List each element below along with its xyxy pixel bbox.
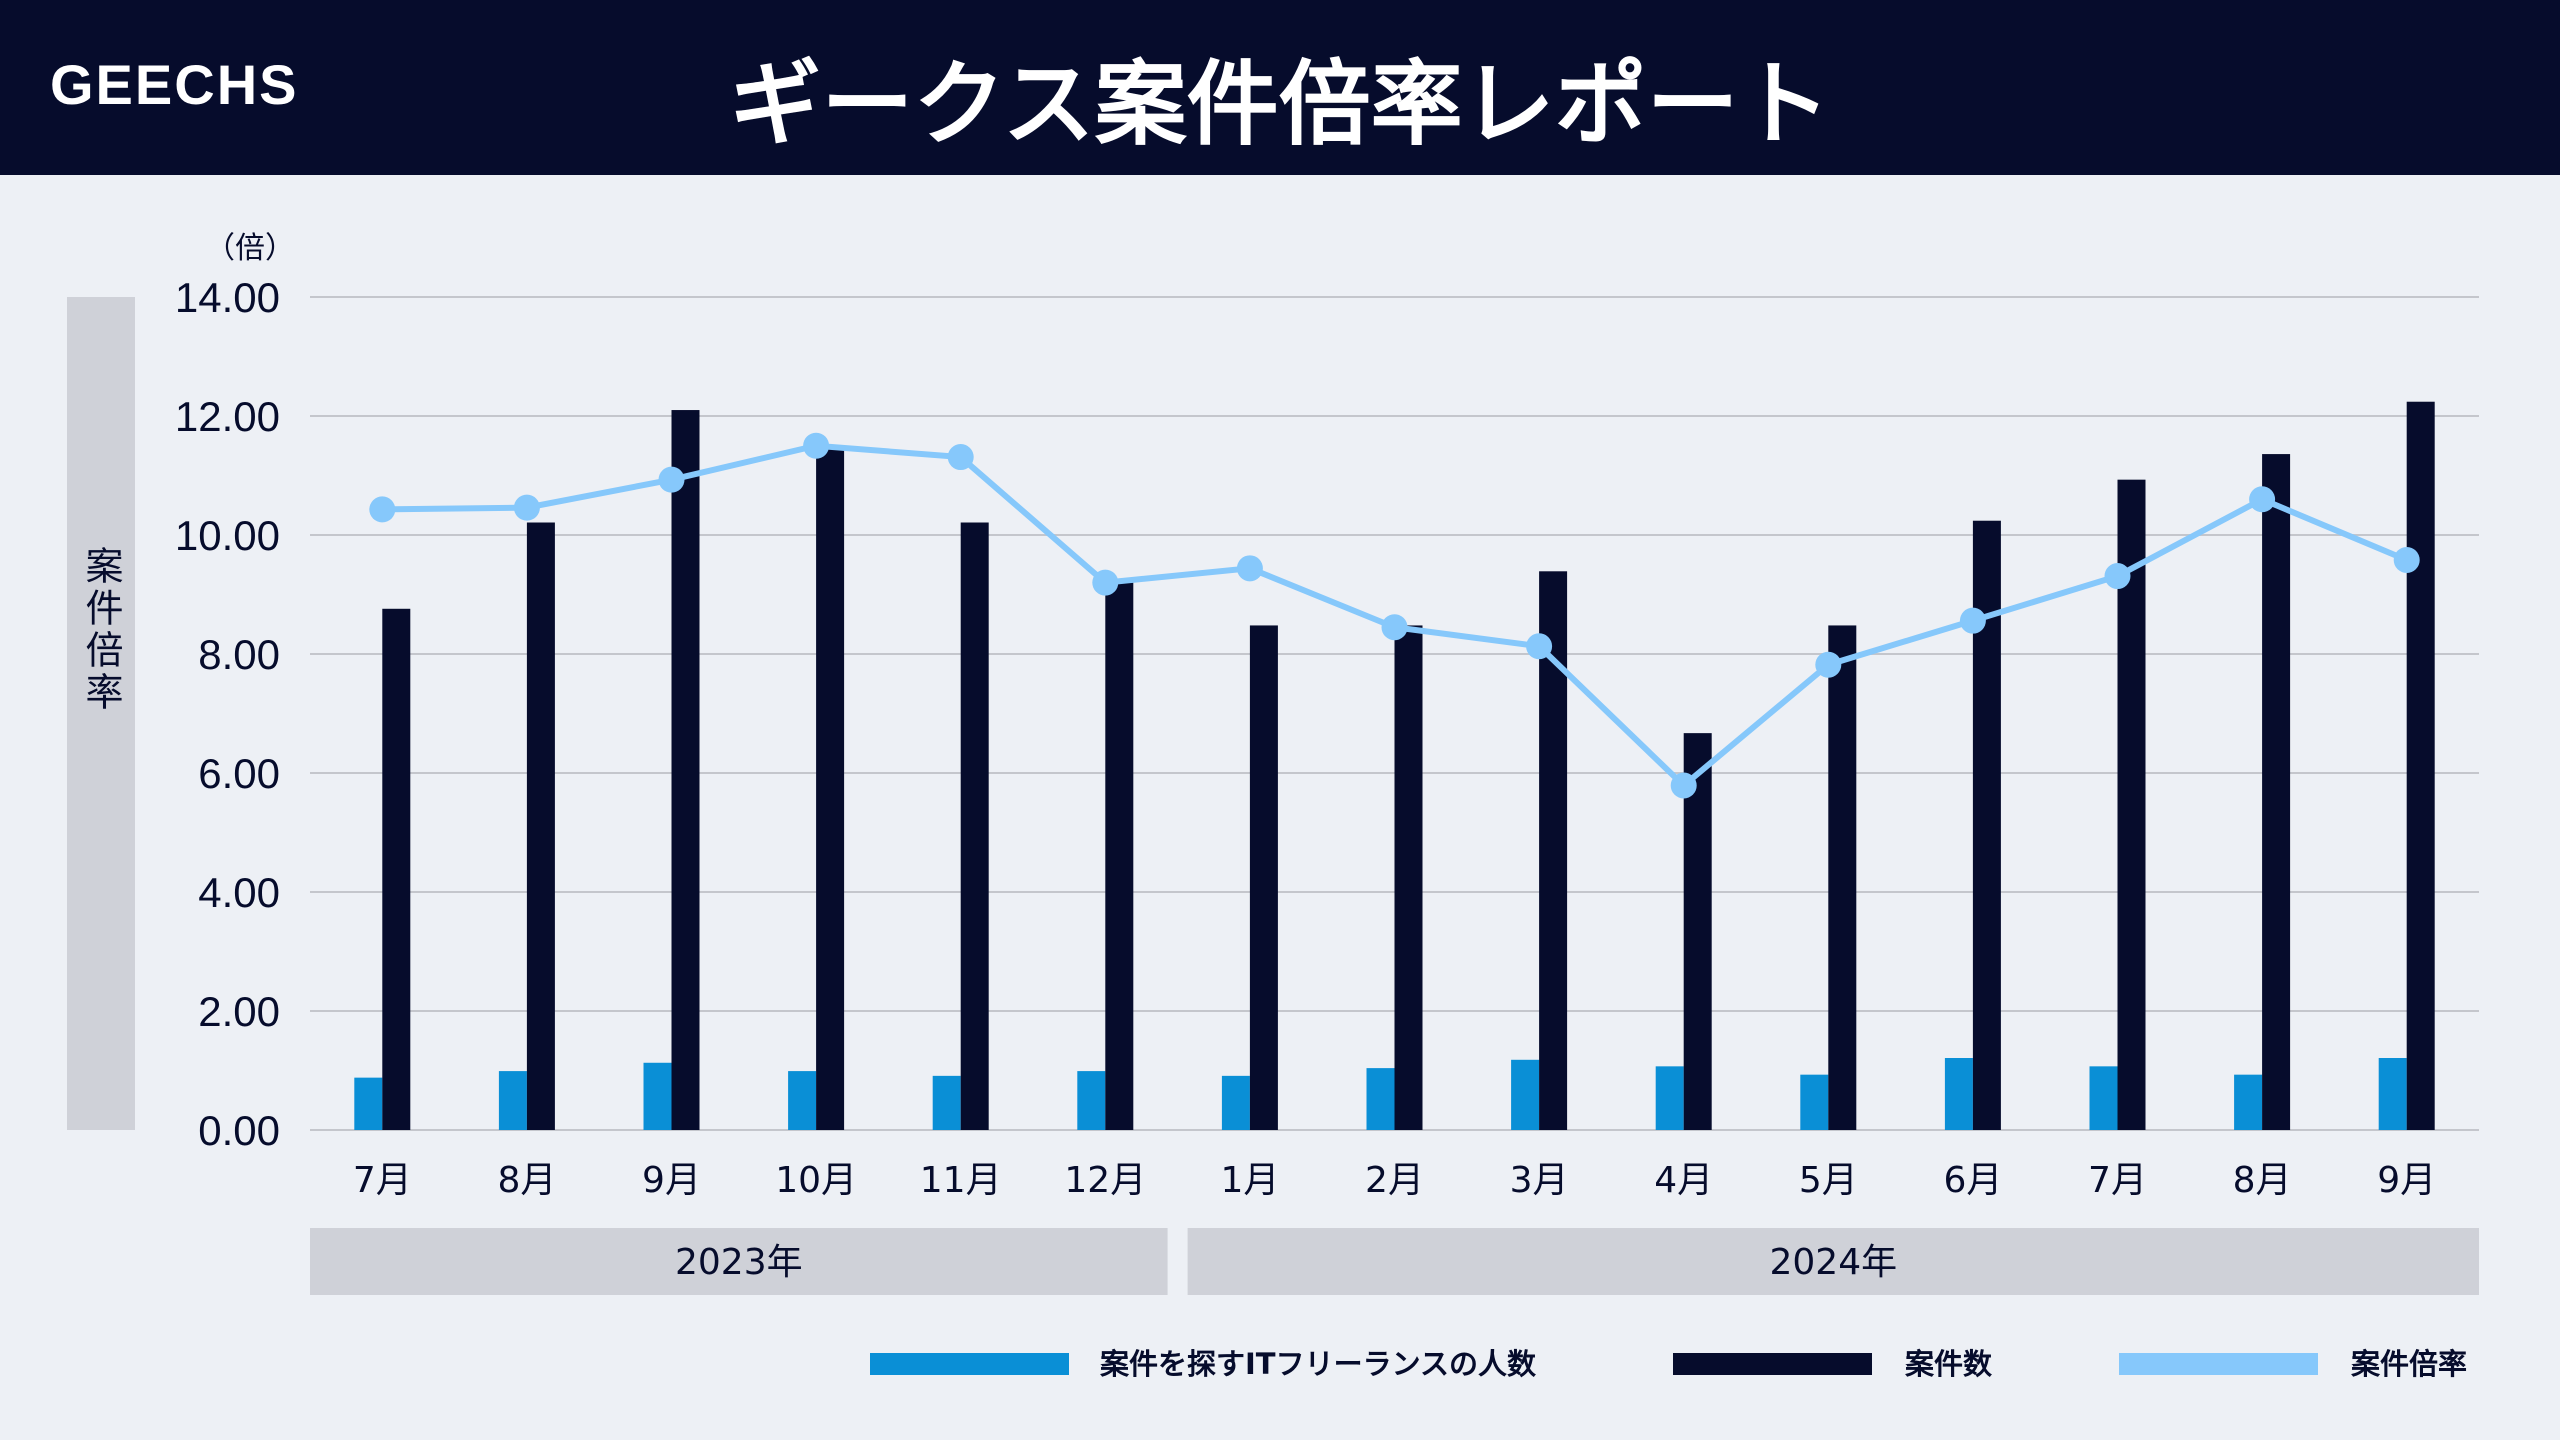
ratio-point bbox=[2249, 486, 2276, 513]
x-tick-label: 12月 bbox=[1064, 1160, 1146, 1201]
cases-bar bbox=[1394, 625, 1423, 1130]
ratio-point bbox=[947, 444, 974, 471]
cases-bar bbox=[1105, 582, 1134, 1130]
people-bar bbox=[1077, 1071, 1106, 1130]
x-tick-label: 8月 bbox=[2233, 1160, 2292, 1201]
y-tick-label: 0.00 bbox=[198, 1107, 280, 1154]
x-tick-label: 3月 bbox=[1510, 1160, 1569, 1201]
x-tick-label: 4月 bbox=[1654, 1160, 1713, 1201]
x-tick-label: 8月 bbox=[497, 1160, 556, 1201]
cases-bar bbox=[1683, 733, 1712, 1130]
people-bar bbox=[498, 1071, 527, 1130]
y-tick-label: 14.00 bbox=[175, 274, 280, 321]
x-tick-label: 11月 bbox=[920, 1160, 1002, 1201]
y-tick-label: 8.00 bbox=[198, 631, 280, 678]
cases-bar bbox=[960, 522, 989, 1130]
year-group-label: 2023年 bbox=[675, 1242, 803, 1283]
people-bar bbox=[2089, 1066, 2118, 1130]
x-tick-label: 5月 bbox=[1799, 1160, 1858, 1201]
people-bar bbox=[1944, 1058, 1973, 1130]
x-tick-label: 2月 bbox=[1365, 1160, 1424, 1201]
cases-bar bbox=[2262, 454, 2291, 1131]
ratio-point bbox=[1959, 607, 1986, 634]
legend-swatch bbox=[1673, 1353, 1872, 1375]
cases-bar bbox=[1828, 625, 1857, 1130]
ratio-point bbox=[1815, 651, 1842, 678]
cases-bar bbox=[1539, 571, 1568, 1130]
legend-swatch bbox=[2119, 1353, 2318, 1375]
people-bar bbox=[1655, 1066, 1684, 1130]
people-bar bbox=[2234, 1074, 2263, 1130]
people-bar bbox=[1366, 1068, 1395, 1130]
x-tick-label: 10月 bbox=[775, 1160, 857, 1201]
year-group-label: 2024年 bbox=[1769, 1242, 1897, 1283]
people-bar bbox=[788, 1071, 817, 1130]
y-tick-label: 10.00 bbox=[175, 512, 280, 559]
y-axis-label-box bbox=[67, 297, 135, 1130]
cases-bar bbox=[382, 608, 411, 1130]
geechs-logo: GEECHS bbox=[50, 53, 299, 116]
ratio-point bbox=[369, 496, 396, 523]
ratio-point bbox=[1526, 633, 1553, 660]
x-tick-label: 9月 bbox=[642, 1160, 701, 1201]
x-tick-label: 7月 bbox=[2088, 1160, 2147, 1201]
ratio-point bbox=[658, 466, 685, 493]
y-axis-label: 案件倍率 bbox=[79, 546, 123, 714]
ratio-point bbox=[2104, 563, 2131, 590]
ratio-point bbox=[513, 494, 540, 521]
people-bar bbox=[932, 1075, 961, 1130]
cases-bar bbox=[2406, 401, 2435, 1131]
y-axis-unit: （倍） bbox=[205, 231, 295, 266]
y-tick-label: 12.00 bbox=[175, 393, 280, 440]
people-bar bbox=[643, 1062, 672, 1130]
people-bar bbox=[2378, 1058, 2407, 1130]
ratio-point bbox=[803, 432, 830, 459]
y-tick-label: 4.00 bbox=[198, 869, 280, 916]
x-tick-label: 9月 bbox=[2377, 1160, 2436, 1201]
legend-swatch bbox=[870, 1353, 1069, 1375]
cases-bar bbox=[1249, 625, 1278, 1130]
ratio-point bbox=[1092, 569, 1119, 596]
ratio-point bbox=[1381, 614, 1408, 641]
year-group-box bbox=[310, 1228, 1168, 1295]
year-group-box bbox=[1187, 1228, 2479, 1295]
cases-bar bbox=[816, 445, 845, 1130]
x-tick-label: 6月 bbox=[1943, 1160, 2002, 1201]
legend-label: 案件倍率 bbox=[2351, 1347, 2467, 1381]
y-tick-label: 2.00 bbox=[198, 988, 280, 1035]
x-tick-label: 1月 bbox=[1220, 1160, 1279, 1201]
legend-label: 案件数 bbox=[1905, 1347, 1993, 1381]
people-bar bbox=[1221, 1075, 1250, 1130]
ratio-point bbox=[2393, 546, 2420, 573]
people-bar bbox=[1511, 1059, 1540, 1130]
people-bar bbox=[354, 1077, 383, 1130]
cases-bar bbox=[671, 410, 700, 1130]
page-title: ギークス案件倍率レポート bbox=[729, 51, 1831, 158]
cases-bar bbox=[526, 522, 555, 1130]
people-bar bbox=[1800, 1074, 1829, 1130]
ratio-point bbox=[1236, 555, 1263, 582]
y-tick-label: 6.00 bbox=[198, 750, 280, 797]
report-header: GEECHS ギークス案件倍率レポート bbox=[0, 0, 2560, 175]
legend-label: 案件を探すITフリーランスの人数 bbox=[1100, 1347, 1537, 1381]
x-tick-label: 7月 bbox=[353, 1160, 412, 1201]
ratio-point bbox=[1670, 772, 1697, 799]
